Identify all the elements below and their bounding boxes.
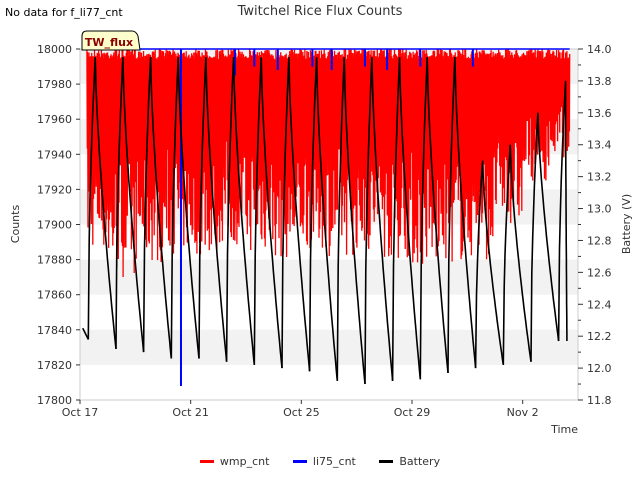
y-tick-label: 17960	[37, 113, 72, 126]
series-li75-cnt	[86, 48, 570, 386]
x-tick-label: Oct 17	[62, 406, 99, 419]
y-tick-label: 17840	[37, 324, 72, 337]
legend-swatch-wmp	[199, 460, 214, 463]
y2-axis-ticks: 11.8 12.0 12.2 12.4 12.6 12.8 13.0 13.2 13.4 13.6…	[578, 43, 612, 407]
legend-label-battery: Battery	[399, 455, 441, 468]
battery-cycle	[530, 112, 560, 362]
y2-tick-label: 12.4	[587, 298, 612, 311]
site-badge: TW_flux	[81, 30, 141, 51]
y-tick-label: 17860	[37, 289, 72, 302]
y2-axis-label: Battery (V)	[620, 194, 633, 254]
battery-cycle	[474, 160, 505, 369]
legend-item-wmp-cnt: wmp_cnt	[199, 455, 270, 468]
series-wmp-cnt	[86, 48, 571, 278]
battery-cycle	[142, 56, 173, 359]
y-tick-label: 17920	[37, 183, 72, 196]
no-data-note: No data for f_li77_cnt	[5, 6, 123, 19]
y-tick-label: 17980	[37, 78, 72, 91]
y2-tick-label: 14.0	[587, 43, 612, 56]
battery-cycle	[253, 56, 283, 369]
y-tick-label: 17900	[37, 219, 72, 232]
legend-item-battery: Battery	[379, 455, 440, 468]
site-badge-label: TW_flux	[85, 36, 133, 49]
y2-tick-label: 12.8	[587, 234, 612, 247]
battery-cycle	[447, 56, 477, 373]
x-tick-label: Nov 2	[507, 406, 539, 419]
y-tick-label: 17940	[37, 148, 72, 161]
y2-tick-label: 13.2	[587, 171, 612, 184]
wmp-cnt-line	[86, 48, 571, 278]
y2-tick-label: 13.8	[587, 75, 612, 88]
battery-cycle	[170, 56, 200, 359]
y2-tick-label: 13.4	[587, 139, 612, 152]
battery-cycle	[198, 56, 228, 362]
legend-swatch-battery	[379, 460, 394, 463]
x-tick-label: Oct 29	[394, 406, 431, 419]
site-badge-shape	[81, 30, 141, 51]
y-tick-label: 17800	[37, 394, 72, 407]
y2-tick-label: 12.6	[587, 266, 612, 279]
battery-cycle	[308, 56, 339, 381]
series-battery	[82, 56, 568, 385]
battery-cycle	[82, 56, 117, 349]
battery-cycle	[419, 56, 449, 380]
legend-label-wmp: wmp_cnt	[219, 455, 270, 468]
x-axis-label: Time	[550, 423, 578, 436]
battery-cycle	[391, 56, 422, 381]
y-axis-ticks: 17800 17820 17840 17860 17880 17900 17920 17940…	[37, 43, 80, 407]
y-axis-label: Counts	[9, 205, 22, 244]
x-tick-label: Oct 21	[172, 406, 209, 419]
legend-label-li75: li75_cnt	[312, 455, 356, 468]
y-tick-label: 17880	[37, 254, 72, 267]
y-tick-label: 18000	[37, 43, 72, 56]
battery-cycle	[225, 56, 256, 365]
y2-tick-label: 13.0	[587, 203, 612, 216]
battery-cycle	[281, 56, 311, 372]
y2-tick-label: 12.2	[587, 330, 612, 343]
chart-title: Twitchel Rice Flux Counts	[237, 4, 403, 19]
x-axis-ticks: Oct 17 Oct 21 Oct 25 Oct 29 Nov 2	[62, 400, 539, 419]
legend-swatch-li75	[292, 460, 307, 463]
battery-cycle	[502, 144, 532, 365]
battery-cycle	[336, 56, 366, 385]
y2-tick-label: 12.0	[587, 362, 612, 375]
y2-tick-label: 13.6	[587, 107, 612, 120]
battery-cycle	[557, 80, 568, 342]
battery-cycle	[364, 56, 394, 385]
legend: wmp_cnt li75_cnt Battery	[0, 453, 640, 468]
background-band	[80, 329, 578, 365]
legend-item-li75-cnt: li75_cnt	[292, 455, 356, 468]
y-tick-label: 17820	[37, 359, 72, 372]
x-tick-label: Oct 25	[283, 406, 320, 419]
y2-tick-label: 11.8	[587, 394, 612, 407]
battery-cycle	[115, 56, 145, 353]
